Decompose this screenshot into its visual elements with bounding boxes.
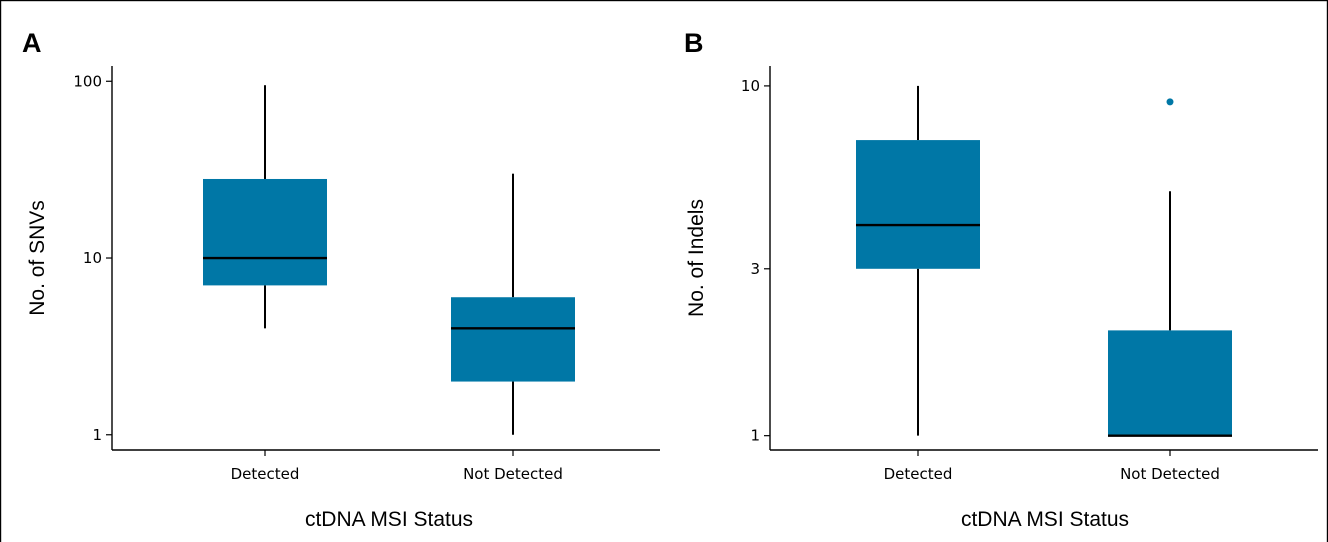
panel-a-x-tick-label: Not Detected	[463, 465, 563, 483]
panel-a-y-tick-label: 1	[92, 426, 102, 444]
panel-a-x-axis-title: ctDNA MSI Status	[305, 508, 473, 531]
panel-a-letter: A	[22, 28, 42, 58]
panel-b-y-tick-label: 1	[750, 427, 760, 445]
panel-b-y-axis-title: No. of Indels	[685, 199, 708, 317]
panel-a-y-tick-label: 10	[83, 249, 102, 267]
panel-a-y-tick-label: 100	[73, 72, 102, 90]
panel-b-x-axis-title: ctDNA MSI Status	[961, 508, 1129, 531]
panel-b-box-2-outlier-point	[1166, 98, 1174, 106]
panel-b-box-1-iqr-box	[856, 140, 980, 269]
panel-a-y-axis-title: No. of SNVs	[26, 200, 49, 316]
panel-b-y-tick-label: 3	[750, 260, 760, 278]
panel-a-x-tick-label: Detected	[231, 465, 300, 483]
panel-b-x-tick-label: Not Detected	[1120, 465, 1220, 483]
panel-b-y-tick-label: 10	[741, 77, 760, 95]
panel-a-box-2-iqr-box	[451, 297, 575, 382]
panel-b-box-2-iqr-box	[1108, 330, 1232, 436]
panel-a-box-1-iqr-box	[203, 178, 327, 286]
panel-b-letter: B	[684, 28, 704, 58]
panel-b-x-tick-label: Detected	[884, 465, 953, 483]
